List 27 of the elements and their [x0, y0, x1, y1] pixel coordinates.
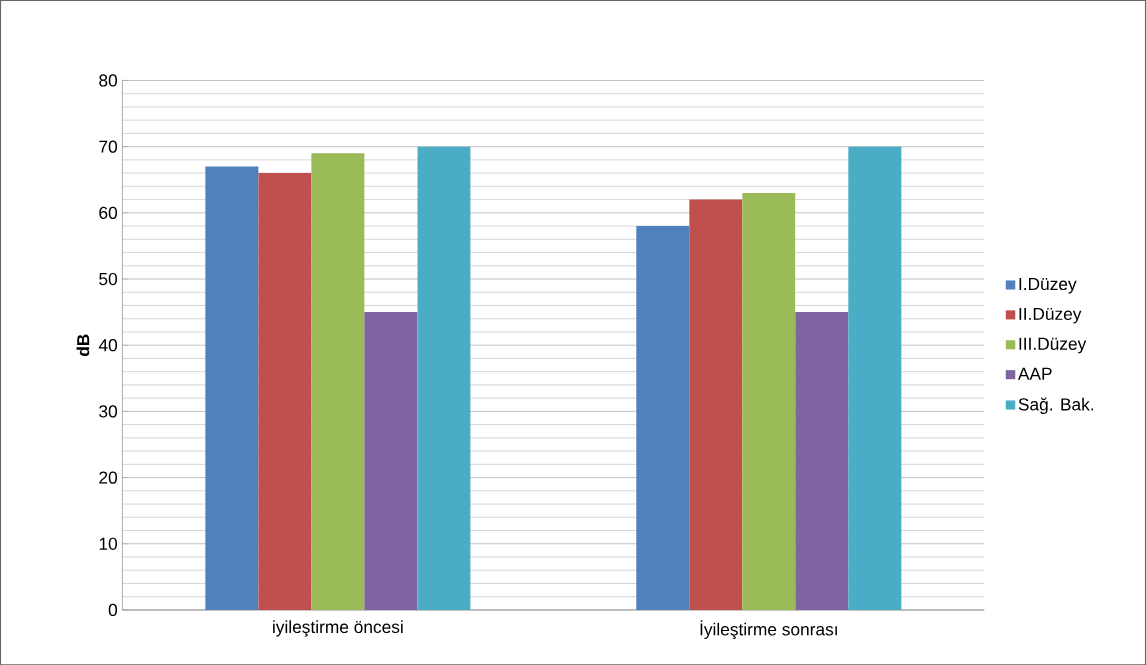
y-tick-label: 20 [99, 471, 118, 484]
y-tick-label: 10 [99, 537, 118, 550]
bar [848, 146, 902, 610]
y-tick-label: 30 [99, 405, 118, 418]
x-tick-label: iyileştirme öncesi [273, 620, 403, 637]
y-tick-label: 60 [99, 206, 118, 219]
bar [795, 311, 849, 610]
legend-label: Sağ. Bak. [1018, 397, 1094, 414]
bar [689, 199, 743, 610]
bar [417, 146, 471, 610]
legend-label: III.Düzey [1019, 337, 1087, 354]
x-tick-label: İyileştirme sonrası [700, 620, 837, 639]
y-tick-label: 70 [99, 140, 118, 153]
y-tick-label: 0 [108, 603, 118, 616]
bar [364, 311, 418, 610]
y-tick-label: 80 [99, 74, 118, 87]
bar [258, 172, 312, 610]
y-tick-label: 50 [99, 272, 118, 285]
legend-label: II.Düzey [1019, 307, 1082, 324]
y-axis-title: dB [76, 334, 90, 356]
bar [636, 225, 690, 610]
bar [742, 192, 796, 610]
y-tick-label: 40 [98, 338, 118, 352]
bar [205, 166, 259, 610]
legend-label: I.Düzey [1019, 277, 1077, 294]
legend-label: AAP [1017, 367, 1052, 380]
bar [311, 153, 365, 610]
